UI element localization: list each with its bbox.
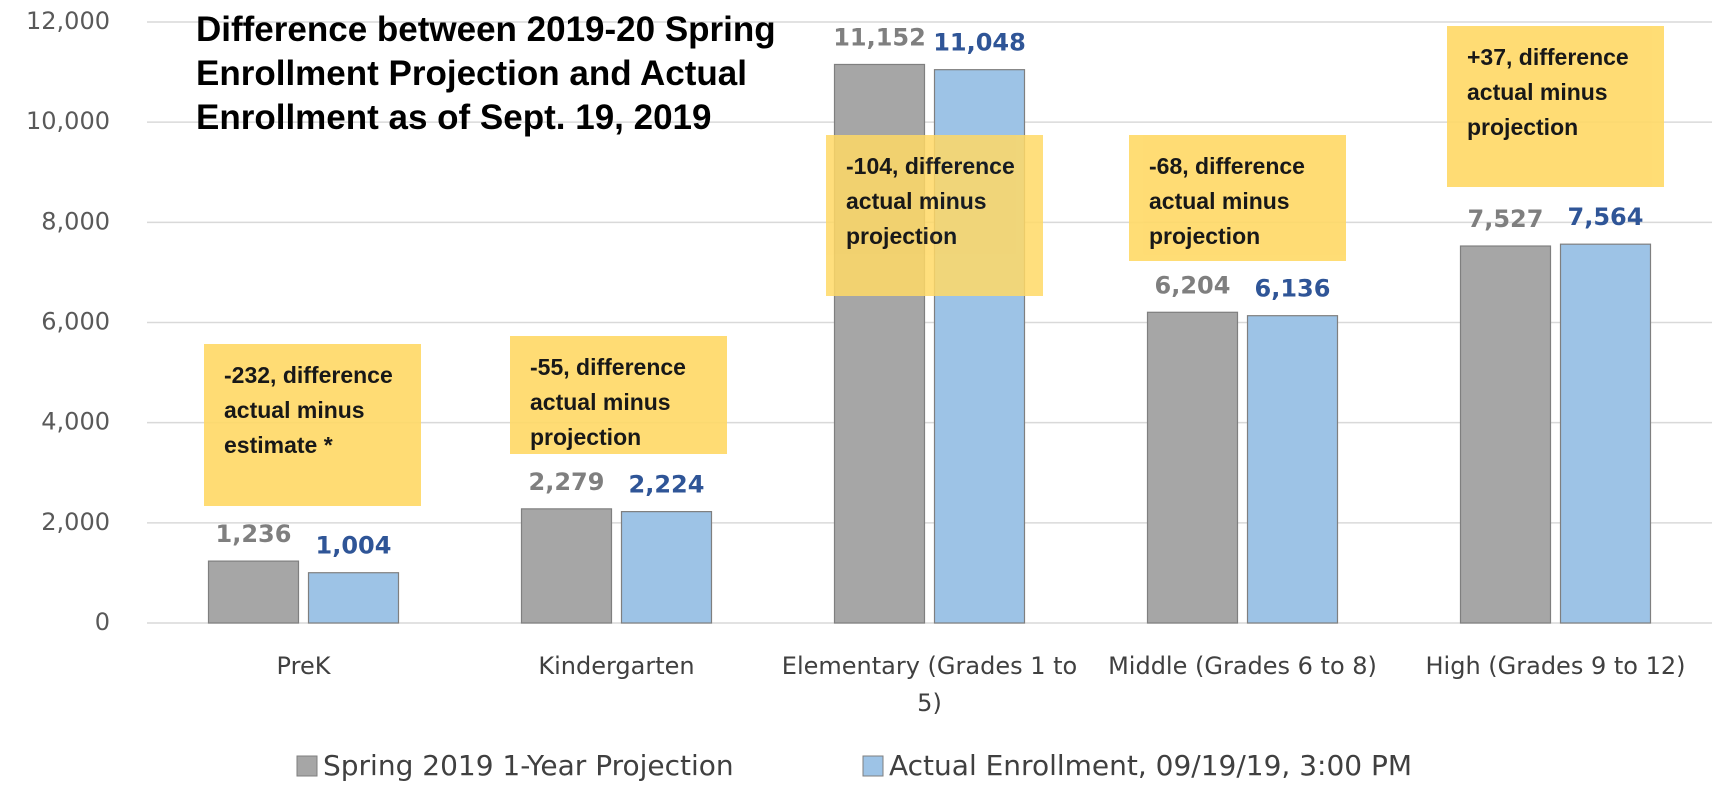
bar xyxy=(307,572,400,624)
data-label: 1,004 xyxy=(316,532,392,560)
x-tick-label: Middle (Grades 6 to 8) xyxy=(1108,652,1377,680)
bar xyxy=(1246,315,1339,624)
x-tick-label: PreK xyxy=(276,652,331,680)
data-label: 11,048 xyxy=(933,29,1026,57)
data-label: 6,204 xyxy=(1155,271,1231,299)
legend-swatch xyxy=(862,755,884,777)
data-label: 11,152 xyxy=(833,23,926,51)
data-label: 2,224 xyxy=(629,471,705,499)
y-tick-label: 10,000 xyxy=(26,107,110,135)
y-tick-label: 4,000 xyxy=(41,408,110,436)
x-tick-label: Kindergarten xyxy=(538,652,695,680)
bar xyxy=(1146,311,1239,624)
legend-swatch xyxy=(296,755,318,777)
annotation: -104, difference actual minus projection xyxy=(826,135,1043,296)
bar xyxy=(1459,245,1552,624)
x-tick-label: High (Grades 9 to 12) xyxy=(1425,652,1686,680)
annotation: -55, difference actual minus projection xyxy=(510,336,727,454)
data-label: 6,136 xyxy=(1255,275,1331,303)
data-label: 7,564 xyxy=(1568,203,1644,231)
y-tick-label: 0 xyxy=(95,608,110,636)
y-tick-label: 8,000 xyxy=(41,207,110,235)
chart-title: Difference between 2019-20 Spring Enroll… xyxy=(196,10,776,137)
bar xyxy=(207,560,300,624)
data-label: 1,236 xyxy=(216,520,292,548)
y-tick-label: 2,000 xyxy=(41,508,110,536)
y-tick-label: 6,000 xyxy=(41,308,110,336)
legend-label: Spring 2019 1-Year Projection xyxy=(323,749,734,782)
data-label: 7,527 xyxy=(1468,205,1544,233)
bar xyxy=(520,508,613,624)
x-tick-label: Elementary (Grades 1 to 5) xyxy=(781,652,1078,717)
legend-label: Actual Enrollment, 09/19/19, 3:00 PM xyxy=(889,749,1412,782)
annotation: -68, difference actual minus projection xyxy=(1129,135,1346,261)
bar xyxy=(1559,243,1652,624)
y-tick-label: 12,000 xyxy=(26,7,110,35)
data-label: 2,279 xyxy=(529,468,605,496)
annotation: +37, difference actual minus projection xyxy=(1447,26,1664,187)
annotation: -232, difference actual minus estimate * xyxy=(204,344,421,506)
bar xyxy=(620,511,713,624)
